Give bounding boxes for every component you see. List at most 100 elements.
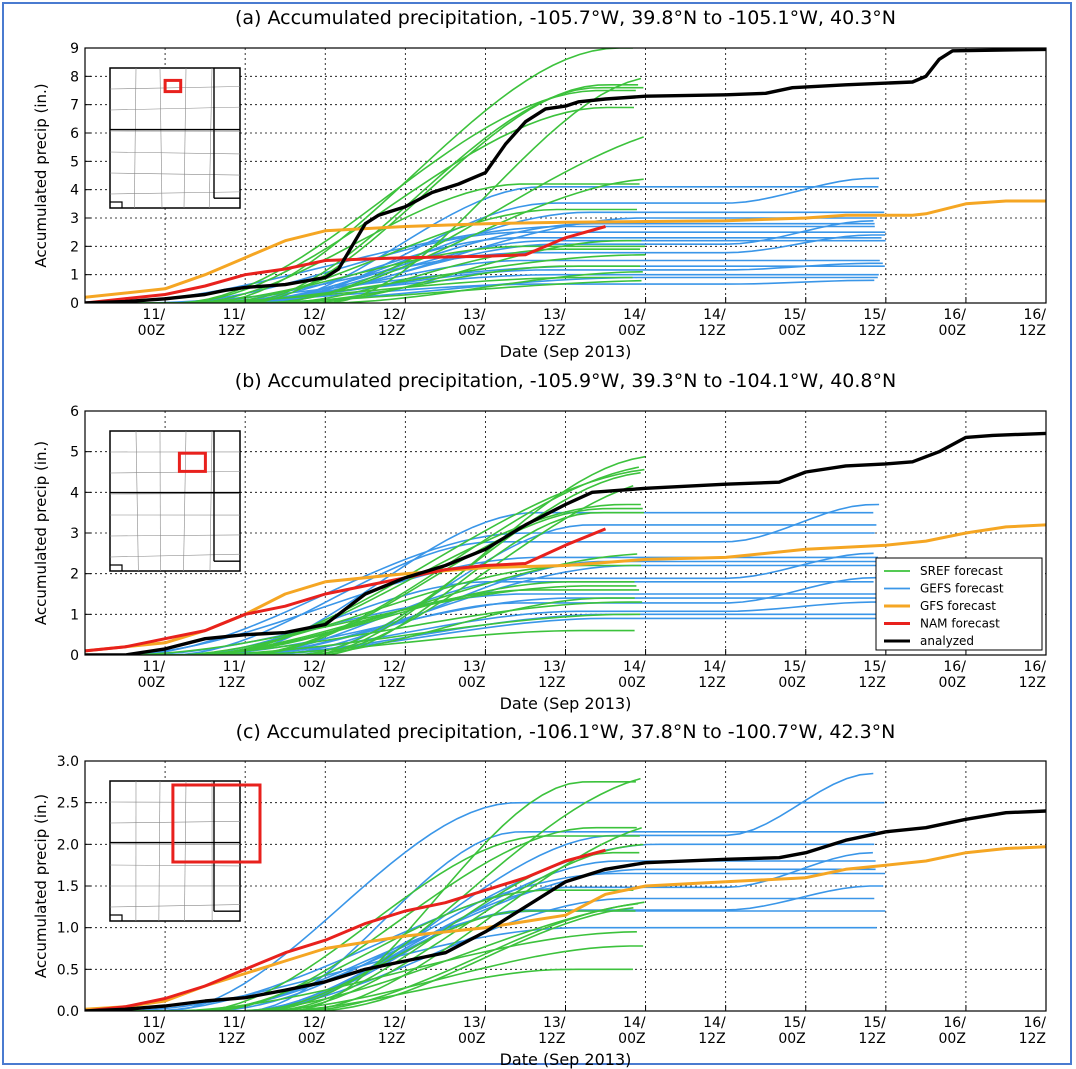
inset-domain-box — [171, 783, 262, 864]
x-tick-label-line: 12Z — [1019, 323, 1046, 339]
gefs-member-line — [97, 801, 885, 1011]
x-tick-label-line: 12Z — [858, 675, 885, 691]
inset-county-line — [109, 820, 241, 824]
x-tick-label: 11/12Z — [218, 307, 246, 339]
x-tick-label: 14/12Z — [698, 307, 726, 339]
x-tick-label: 14/00Z — [618, 1015, 646, 1047]
x-tick-label-line: 15/ — [783, 307, 806, 323]
x-tick-label-line: 00Z — [458, 675, 485, 691]
y-tick-label: 3.0 — [57, 754, 79, 770]
x-tick-label-line: 00Z — [618, 323, 645, 339]
x-axis-label: Date (Sep 2013) — [500, 1050, 632, 1069]
sref-member-line — [93, 471, 641, 655]
inset-county-line — [109, 471, 241, 474]
sref-member-line — [92, 248, 641, 303]
inset-county-line — [109, 493, 241, 495]
x-tick-label-line: 12Z — [378, 323, 405, 339]
x-tick-label: 16/00Z — [939, 307, 967, 339]
x-tick-label: 14/12Z — [698, 1015, 726, 1047]
inset-state-border — [110, 564, 123, 571]
x-tick-label: 15/12Z — [858, 307, 886, 339]
sref-member-line — [86, 907, 634, 1011]
x-tick-label-line: 14/ — [623, 1015, 646, 1031]
x-tick-label-line: 12Z — [858, 1031, 885, 1047]
sref-member-line — [91, 466, 640, 655]
x-tick-label-line: 16/ — [943, 1015, 966, 1031]
x-tick-label: 15/00Z — [778, 659, 806, 691]
sref-member-line — [94, 826, 642, 1011]
x-tick-label-line: 00Z — [618, 1031, 645, 1047]
gefs-member-line — [85, 851, 873, 1011]
x-tick-label: 14/00Z — [618, 307, 646, 339]
y-tick-label: 1.0 — [57, 921, 79, 937]
x-tick-label: 11/00Z — [138, 1015, 166, 1047]
x-tick-label-line: 15/ — [863, 659, 886, 675]
y-tick-label: 6 — [70, 404, 79, 420]
gefs-member-line — [98, 239, 886, 303]
x-tick-label-line: 00Z — [458, 323, 485, 339]
x-tick-label-line: 12Z — [1019, 1031, 1046, 1047]
x-tick-label-line: 12Z — [1019, 675, 1046, 691]
x-tick-label: 12/00Z — [298, 1015, 326, 1047]
x-tick-label: 15/00Z — [778, 1015, 806, 1047]
x-tick-label-line: 00Z — [298, 675, 325, 691]
sref-member-line — [88, 910, 636, 1011]
inset-map-frame — [109, 430, 241, 572]
x-tick-label-line: 12/ — [383, 1015, 406, 1031]
legend-label: GEFS forecast — [920, 582, 1004, 596]
inset-county-line — [135, 430, 139, 572]
x-tick-label-line: 14/ — [623, 307, 646, 323]
inset-map-frame — [109, 780, 241, 922]
nam-series-line — [85, 527, 607, 653]
x-tick-label-line: 12Z — [698, 1031, 725, 1047]
chart-panel: 0.00.51.01.52.02.53.011/00Z11/12Z12/00Z1… — [32, 721, 1047, 1069]
sref-member-line — [94, 279, 642, 303]
x-tick-label-line: 11/ — [143, 1015, 166, 1031]
x-tick-label-line: 14/ — [703, 307, 726, 323]
y-tick-label: 2.0 — [57, 837, 79, 853]
y-tick-label: 8 — [70, 69, 79, 85]
chart-panel: 012345611/00Z11/12Z12/00Z12/12Z13/00Z13/… — [32, 370, 1047, 713]
inset-domain-box — [177, 451, 207, 473]
x-tick-label-line: 12/ — [303, 307, 326, 323]
gefs-member-line — [89, 524, 877, 655]
chart-panel: 012345678911/00Z11/12Z12/00Z12/12Z13/00Z… — [32, 7, 1047, 361]
inset-county-line — [109, 843, 241, 845]
sref-member-line — [86, 484, 634, 655]
y-tick-label: 2 — [70, 239, 79, 255]
gefs-member-line — [86, 220, 874, 303]
inset-county-line — [209, 430, 213, 572]
sref-member-line — [98, 254, 646, 303]
x-tick-label-line: 15/ — [863, 307, 886, 323]
y-tick-label: 4 — [70, 485, 79, 501]
x-tick-label: 11/12Z — [218, 659, 246, 691]
y-tick-label: 0 — [70, 296, 79, 312]
x-tick-label-line: 16/ — [943, 659, 966, 675]
sref-member-line — [91, 589, 640, 655]
x-tick-label-line: 14/ — [623, 659, 646, 675]
legend: SREF forecast GEFS forecast GFS forecast NA… — [875, 557, 1043, 651]
x-tick-label: 13/12Z — [538, 307, 566, 339]
x-tick-label-line: 11/ — [223, 659, 246, 675]
x-tick-label: 14/00Z — [618, 659, 646, 691]
inset-county-line — [109, 172, 241, 176]
gfs-series-line — [85, 199, 1046, 299]
x-tick-label: 12/00Z — [298, 659, 326, 691]
x-tick-label-line: 00Z — [138, 675, 165, 691]
x-tick-label-line: 11/ — [143, 307, 166, 323]
legend-label: GFS forecast — [920, 599, 996, 613]
y-tick-label: 3 — [70, 526, 79, 542]
inset-county-line — [109, 151, 241, 155]
gefs-member-line — [97, 617, 885, 655]
x-tick-label-line: 12Z — [538, 323, 565, 339]
analyzed-series-line — [85, 48, 1046, 303]
sref-member-line — [93, 503, 641, 655]
sref-member-line — [86, 106, 634, 303]
sref-member-line — [87, 581, 635, 655]
x-tick-label-line: 16/ — [1023, 659, 1046, 675]
inset-county-line — [109, 904, 241, 908]
x-tick-label: 15/00Z — [778, 307, 806, 339]
x-tick-label: 11/00Z — [138, 307, 166, 339]
